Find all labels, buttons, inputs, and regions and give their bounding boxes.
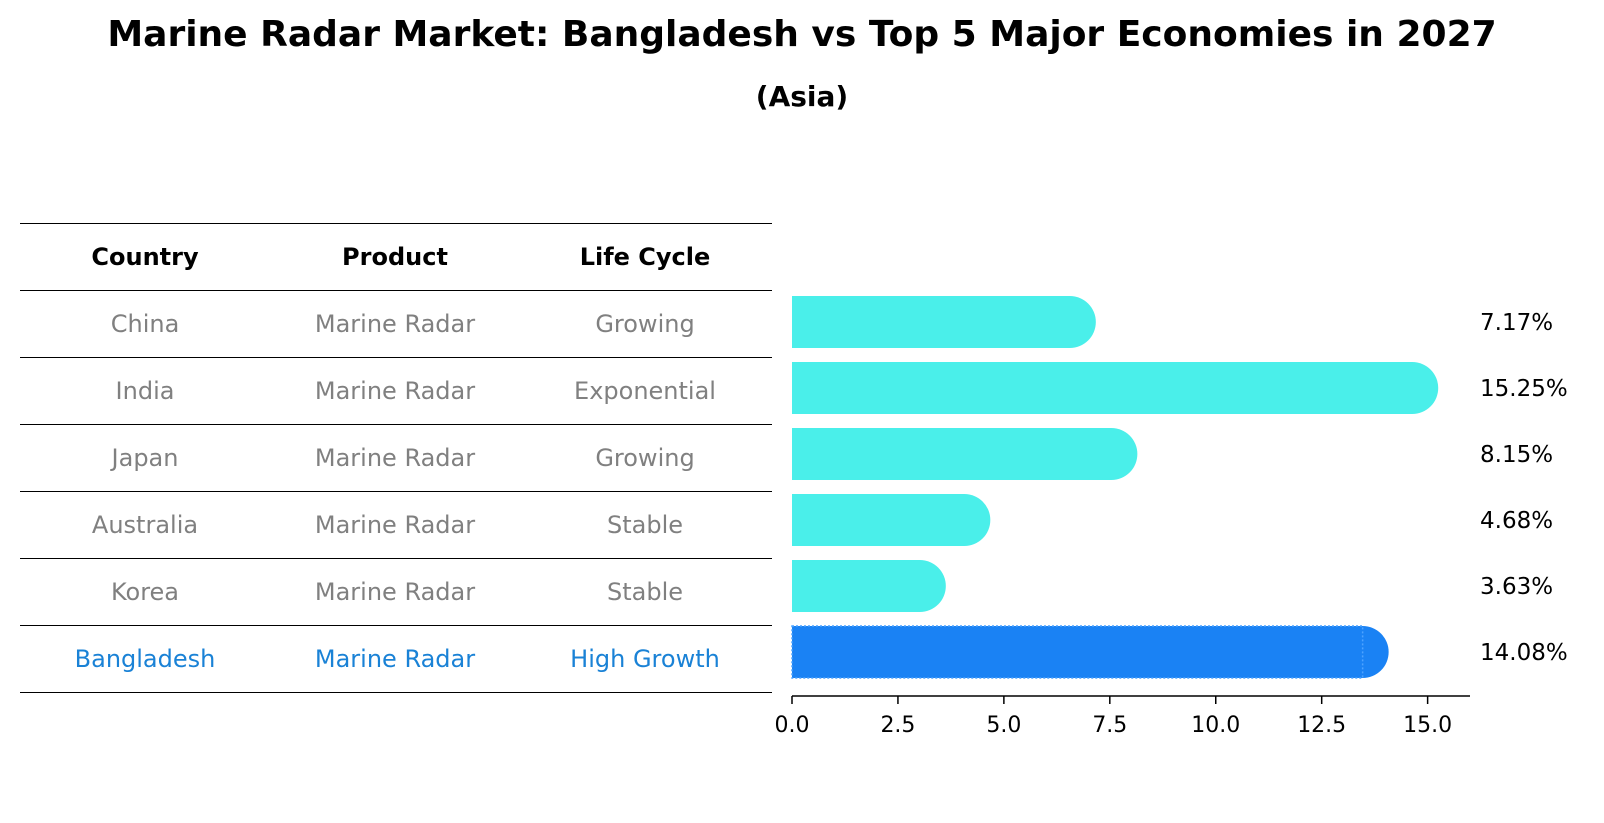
table-row-australia: Australia Marine Radar Stable bbox=[20, 491, 772, 558]
x-tick-label: 0.0 bbox=[775, 713, 810, 738]
header-product: Product bbox=[342, 243, 448, 271]
value-label-japan: 8.15% bbox=[1480, 442, 1553, 468]
table-row-japan: Japan Marine Radar Growing bbox=[20, 424, 772, 491]
value-label-australia: 4.68% bbox=[1480, 508, 1553, 534]
bar-korea bbox=[792, 560, 946, 612]
product-cell: Marine Radar bbox=[314, 377, 476, 405]
country-table: Country Product Life Cycle China Marine … bbox=[20, 223, 772, 693]
product-cell: Marine Radar bbox=[314, 578, 476, 606]
life-cycle-cell: High Growth bbox=[570, 645, 720, 673]
product-cell: Marine Radar bbox=[314, 310, 476, 338]
value-label-china: 7.17% bbox=[1480, 310, 1553, 336]
value-label-bangladesh: 14.08% bbox=[1480, 640, 1568, 666]
table-row-india: India Marine Radar Exponential bbox=[20, 357, 772, 424]
life-cycle-cell: Stable bbox=[606, 511, 684, 539]
header-life-cycle: Life Cycle bbox=[579, 243, 711, 271]
x-tick-label: 10.0 bbox=[1191, 713, 1240, 738]
product-cell: Marine Radar bbox=[314, 444, 476, 472]
life-cycle-cell: Growing bbox=[595, 310, 695, 338]
country-cell: Bangladesh bbox=[74, 645, 216, 673]
bar-india bbox=[792, 362, 1439, 414]
table-header-row: Country Product Life Cycle bbox=[20, 223, 772, 290]
bar-china bbox=[792, 296, 1096, 348]
chart-subtitle: (Asia) bbox=[755, 80, 849, 113]
bar-bangladesh bbox=[791, 625, 1389, 679]
bar-australia bbox=[792, 494, 991, 546]
chart-title: Marine Radar Market: Bangladesh vs Top 5… bbox=[107, 14, 1497, 55]
x-tick-label: 12.5 bbox=[1297, 713, 1346, 738]
x-tick-label: 2.5 bbox=[880, 713, 915, 738]
product-cell: Marine Radar bbox=[314, 511, 476, 539]
table-row-bangladesh: Bangladesh Marine Radar High Growth bbox=[20, 625, 772, 693]
value-label-korea: 3.63% bbox=[1480, 574, 1553, 600]
country-cell: Australia bbox=[91, 511, 199, 539]
country-cell: China bbox=[110, 310, 180, 338]
country-cell: India bbox=[115, 377, 175, 405]
life-cycle-cell: Stable bbox=[606, 578, 684, 606]
x-tick-label: 5.0 bbox=[986, 713, 1021, 738]
x-tick-label: 15.0 bbox=[1403, 713, 1452, 738]
table-row-korea: Korea Marine Radar Stable bbox=[20, 558, 772, 625]
bar-japan bbox=[792, 428, 1138, 480]
country-cell: Korea bbox=[110, 578, 180, 606]
life-cycle-cell: Exponential bbox=[574, 377, 716, 405]
header-country: Country bbox=[91, 243, 199, 271]
table-row-china: China Marine Radar Growing bbox=[20, 290, 772, 357]
product-cell: Marine Radar bbox=[314, 645, 476, 673]
x-tick-label: 7.5 bbox=[1092, 713, 1127, 738]
country-cell: Japan bbox=[111, 444, 179, 472]
value-label-india: 15.25% bbox=[1480, 376, 1568, 402]
life-cycle-cell: Growing bbox=[595, 444, 695, 472]
